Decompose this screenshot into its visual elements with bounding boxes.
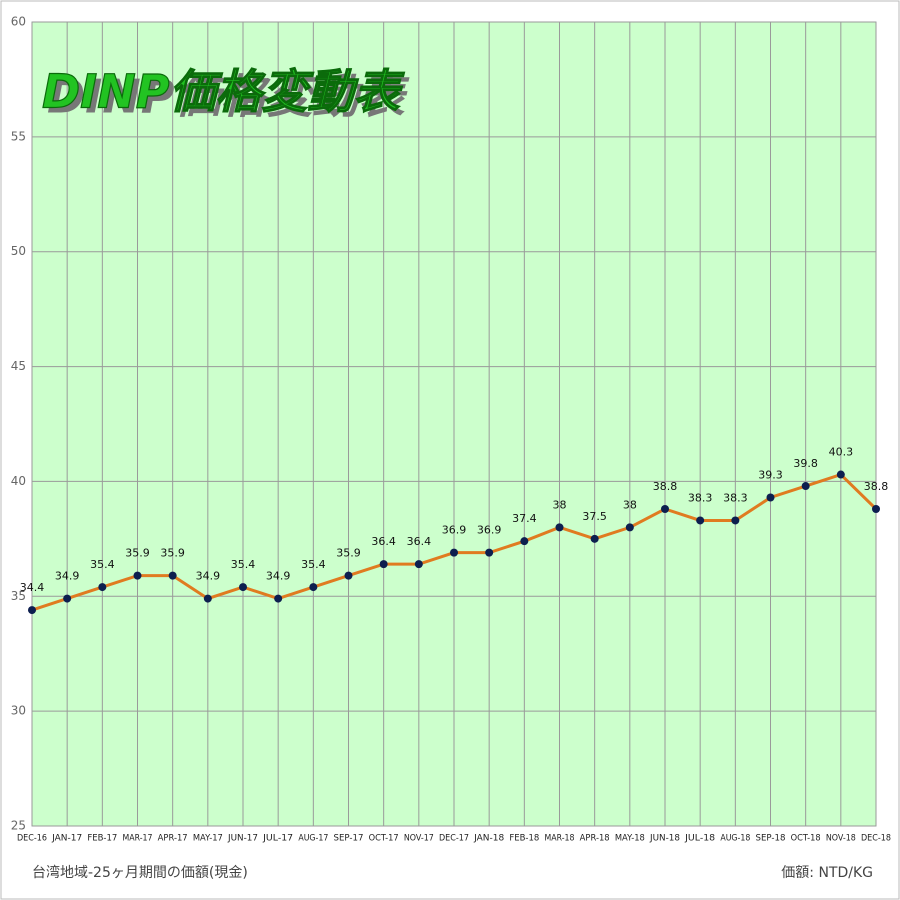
marker [168,571,177,580]
value-label: 35.4 [301,558,326,571]
x-tick-label: OCT-18 [791,834,821,844]
x-tick-label: APR-18 [580,834,610,844]
marker [872,504,880,513]
y-tick-label: 45 [11,359,26,373]
value-label: 35.9 [160,547,185,560]
marker [555,523,564,532]
chart-title-shadow: DINP価格変動表 [47,70,411,124]
y-tick-label: 30 [11,704,26,718]
marker [28,606,36,615]
marker [63,594,72,603]
value-label: 36.4 [371,535,396,548]
marker [309,583,318,592]
value-label: 35.4 [90,558,115,571]
value-label: 34.4 [20,581,45,594]
x-tick-label: OCT-17 [369,834,399,844]
chart-title: DINP価格変動表 [42,65,406,119]
x-tick-label: MAR-17 [123,834,153,844]
x-tick-label: AUG-18 [720,834,750,844]
value-label: 40.3 [829,446,854,459]
y-tick-label: 50 [11,244,26,258]
marker [590,534,599,543]
value-label: 38.3 [688,491,713,504]
value-label: 34.9 [266,570,291,583]
marker [625,523,634,532]
x-tick-label: JAN-17 [51,834,82,844]
marker [801,482,810,491]
marker [379,560,388,569]
x-tick-label: FEB-18 [509,834,539,844]
x-tick-label: JUN-18 [649,834,680,844]
x-tick-label: JUN-17 [227,834,258,844]
x-tick-label: JAN-18 [473,834,504,844]
value-label: 37.5 [582,510,607,523]
y-tick-label: 60 [11,15,26,29]
value-label: 37.4 [512,512,537,525]
x-tick-label: NOV-17 [404,834,434,844]
value-label: 39.3 [758,469,783,482]
x-tick-label: AUG-17 [298,834,328,844]
y-tick-label: 55 [11,129,26,143]
value-label: 38.8 [864,480,889,493]
marker [274,594,283,603]
value-label: 36.4 [407,535,432,548]
footnote-right: 価額: NTD/KG [781,865,873,881]
x-tick-label: MAY-18 [615,834,645,844]
x-tick-label: MAY-17 [193,834,223,844]
marker [450,548,458,557]
value-label: 35.4 [231,558,256,571]
y-tick-label: 35 [11,589,26,603]
value-label: 35.9 [125,547,150,560]
value-label: 38 [623,498,637,511]
x-tick-label: JUL-17 [262,834,293,844]
x-tick-label: DEC-16 [17,834,47,844]
value-label: 34.9 [55,570,80,583]
x-tick-label: DEC-17 [439,834,469,844]
marker [485,548,494,557]
y-tick-label: 25 [11,819,26,833]
value-label: 38.8 [653,480,678,493]
marker [133,571,142,580]
x-tick-label: SEP-17 [334,834,364,844]
x-tick-label: NOV-18 [826,834,856,844]
marker [520,537,529,546]
marker [239,583,247,592]
marker [696,516,705,525]
marker [661,504,669,513]
value-label: 38.3 [723,491,748,504]
x-tick-label: SEP-18 [756,834,786,844]
value-label: 39.8 [793,457,818,470]
marker [203,594,212,603]
footnote-left: 台湾地域-25ヶ月期間の価額(現金) [32,864,248,881]
marker [414,560,423,569]
marker [766,493,775,502]
x-tick-label: FEB-17 [87,834,117,844]
x-tick-label: APR-17 [158,834,188,844]
x-tick-label: JUL-18 [684,834,715,844]
y-tick-label: 40 [11,474,26,488]
marker [731,516,740,525]
marker [98,583,107,592]
marker [344,571,353,580]
value-label: 36.9 [477,524,502,537]
marker [836,470,845,479]
x-tick-label: MAR-18 [545,834,575,844]
x-tick-label: DEC-18 [861,834,891,844]
value-label: 34.9 [196,570,221,583]
value-label: 38 [553,498,567,511]
value-label: 36.9 [442,524,467,537]
value-label: 35.9 [336,547,361,560]
